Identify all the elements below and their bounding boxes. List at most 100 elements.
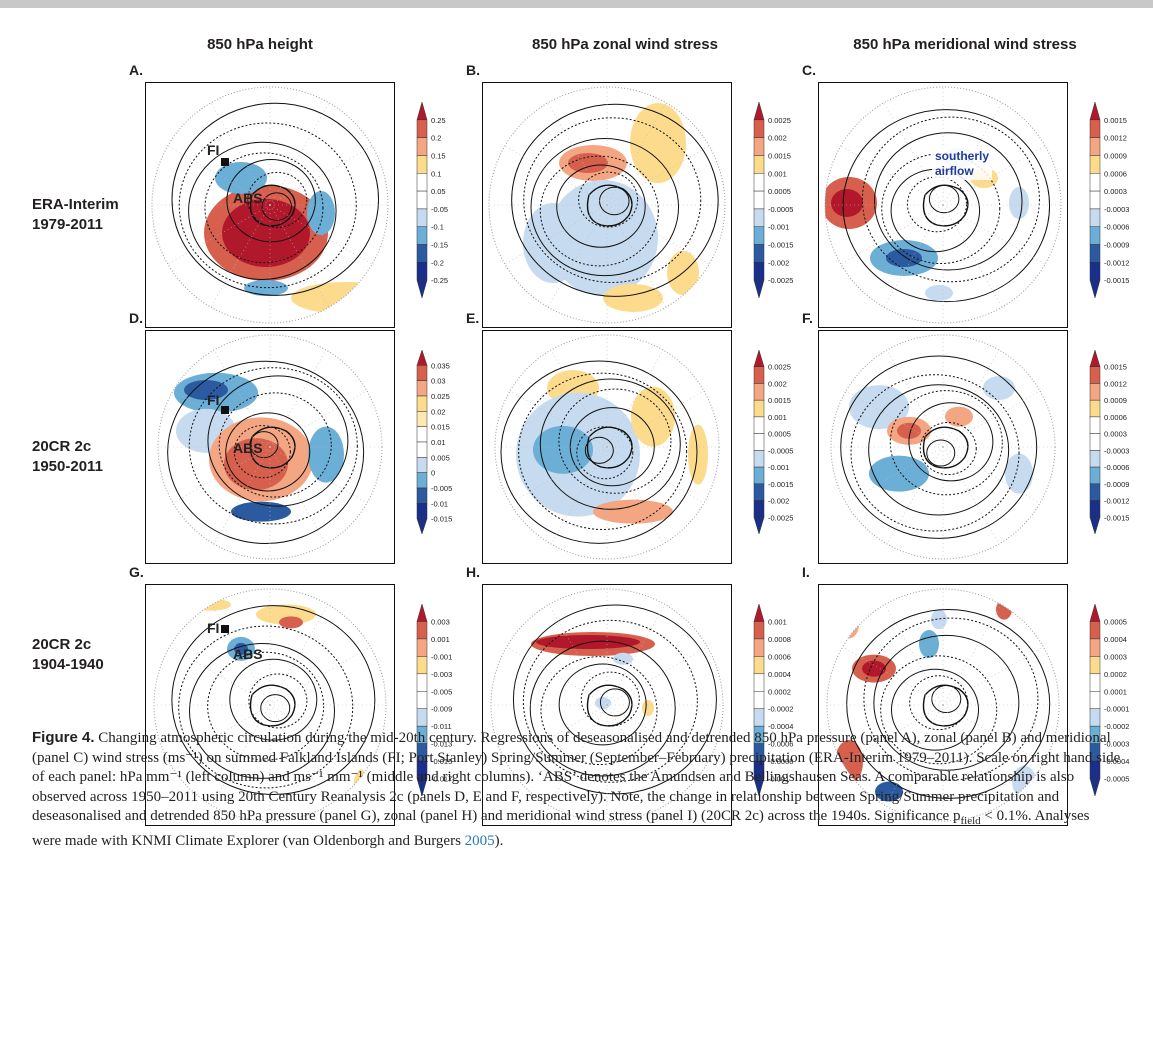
anomaly-region — [839, 610, 859, 639]
colorbar-tick-label: 0 — [431, 469, 435, 478]
colorbar-tick-label: -0.0006 — [1104, 463, 1129, 472]
anomaly-region — [191, 598, 231, 611]
meridian-line — [172, 446, 271, 504]
meridian-line — [606, 446, 705, 504]
contour-line — [247, 171, 308, 228]
annotation-fi-d: FI — [207, 392, 220, 408]
colorbar-tick-label: -0.0003 — [1104, 205, 1129, 214]
colorbar-segment — [1089, 708, 1101, 727]
meridian-line — [942, 704, 1044, 764]
contour-line — [846, 609, 1051, 799]
meridian-line — [550, 349, 608, 448]
meridian-line — [942, 349, 1000, 448]
colorbar-tick-label: 0.002 — [768, 379, 787, 388]
colorbar-tick-label: 0.03 — [431, 377, 446, 386]
meridian-line — [509, 446, 608, 504]
colorbar-svg: 0.0025 0.002 0.0015 0.001 0.0005 -0.0005 -0.00… — [753, 349, 793, 535]
colorbar: 0.25 0.2 0.15 0.1 0.05 -0.05 -0.1 -0.15 -0.2 -0.2… — [416, 101, 469, 314]
contour-line — [178, 122, 357, 289]
colorbar-segment — [1089, 173, 1101, 192]
colorbar-tick-label: -0.002 — [768, 258, 789, 267]
colorbar-tick-label: -0.0004 — [1104, 757, 1129, 766]
contour-line — [558, 388, 672, 494]
colorbar-segment — [1089, 244, 1101, 263]
colorbar-segment — [753, 262, 765, 281]
colorbar-tick-label: -0.0001 — [1104, 705, 1129, 714]
polar-map-panel — [145, 330, 395, 564]
contour-line — [511, 103, 719, 297]
colorbar-tick-label: -0.005 — [431, 484, 452, 493]
contour-line — [874, 132, 1023, 271]
colorbar-tick-label: 0.001 — [431, 635, 450, 644]
anomaly-region — [886, 249, 922, 267]
colorbar-segment — [1089, 119, 1101, 138]
contour-line — [171, 605, 376, 795]
meridian-line — [884, 604, 944, 706]
meridian-line — [269, 604, 329, 706]
colorbar-segment — [1089, 673, 1101, 692]
caption-citation-year[interactable]: 2005 — [464, 832, 495, 849]
colorbar-tick-label: -0.0002 — [1104, 722, 1129, 731]
polar-map — [824, 86, 1062, 324]
colorbar-tick-label: 0.001 — [768, 169, 787, 178]
colorbar-extend-bottom — [416, 518, 428, 535]
colorbar-segment — [416, 380, 428, 397]
contour-line — [207, 375, 349, 507]
colorbar-tick-label: -0.0015 — [1104, 276, 1129, 285]
colorbar-extend-top — [416, 101, 428, 121]
polar-map-panel — [145, 82, 395, 328]
caption-label: Figure 4. — [32, 729, 95, 746]
colorbar-tick-label: -0.0015 — [768, 241, 793, 250]
polar-map — [488, 86, 726, 324]
colorbar-svg: 0.003 0.001 -0.001 -0.003 -0.005 -0.009 -0.011… — [416, 603, 452, 797]
meridian-line — [606, 390, 705, 448]
colorbar-tick-label: -0.0005 — [768, 205, 793, 214]
meridian-line — [606, 646, 708, 706]
colorbar-segment — [753, 383, 765, 401]
anomaly-region — [1009, 187, 1029, 219]
colorbar-svg: 0.25 0.2 0.15 0.1 0.05 -0.05 -0.1 -0.15 -0.2 -0.2… — [416, 101, 448, 299]
contour-line — [861, 116, 1040, 283]
colorbar-segment — [416, 173, 428, 192]
contour-line — [260, 694, 291, 723]
meridian-line — [942, 604, 1002, 706]
contour-line — [518, 372, 688, 530]
meridian-line — [506, 646, 608, 706]
anomaly-region — [548, 180, 658, 296]
colorbar-segment — [416, 411, 428, 427]
colorbar-segment — [753, 226, 765, 245]
meridian-line — [606, 604, 666, 706]
colorbar: 0.001 0.0008 0.0006 0.0004 0.0002 -0.0002 -0.0… — [753, 603, 806, 812]
colorbar-tick-label: -0.25 — [431, 276, 448, 285]
meridian-line — [172, 390, 271, 448]
contour-line — [229, 658, 318, 741]
anomaly-region — [364, 105, 388, 141]
meridian-line — [606, 349, 664, 448]
colorbar-segment — [416, 208, 428, 227]
contour-line — [556, 164, 646, 248]
caption-end: ). — [494, 832, 504, 849]
colorbar-tick-label: 0.0009 — [1104, 151, 1127, 160]
colorbar-segment — [416, 673, 428, 692]
polar-map — [826, 588, 1060, 822]
anomaly-region — [215, 162, 267, 194]
contour-line — [529, 640, 676, 777]
colorbar-tick-label: 0.05 — [431, 187, 446, 196]
map-boundary — [494, 334, 720, 560]
annotation-abs-d: ABS — [233, 440, 263, 456]
row-label-line1: 20CR 2c — [32, 438, 92, 455]
falkland-islands-marker — [221, 625, 229, 633]
anomaly-region — [291, 282, 388, 314]
anomaly-region — [925, 285, 953, 301]
antarctica-coastline — [922, 426, 969, 469]
colorbar-tick-label: -0.0025 — [768, 276, 793, 285]
annotation-southerly-airflow: southerly airflow — [932, 148, 993, 180]
polar-map — [157, 334, 383, 560]
colorbar-tick-label: 0.001 — [768, 413, 787, 422]
row-label-line2: 1979-2011 — [32, 216, 103, 233]
contour-line — [226, 158, 316, 243]
contour-line — [840, 355, 1038, 539]
colorbar-svg: 0.0005 0.0004 0.0003 0.0002 0.0001 -0.0001 -0.… — [1089, 603, 1129, 797]
colorbar-extend-top — [1089, 101, 1101, 121]
row-label-20cr-1950: 20CR 2c 1950-2011 — [32, 437, 103, 477]
